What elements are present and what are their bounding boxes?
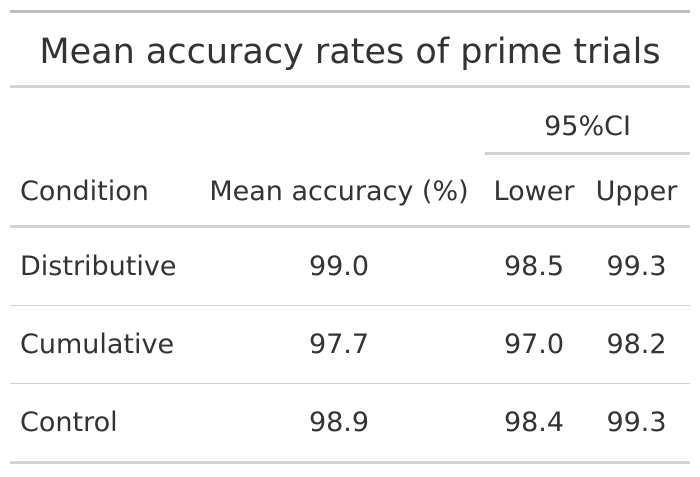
header-upper: Upper: [583, 157, 691, 228]
cell-condition: Control: [10, 383, 193, 464]
cell-upper: 99.3: [583, 383, 691, 464]
cell-lower: 98.4: [485, 383, 583, 464]
header-lower: Lower: [485, 157, 583, 228]
cell-upper: 98.2: [583, 305, 691, 384]
top-rule: [10, 10, 690, 13]
cell-lower: 98.5: [485, 226, 583, 306]
header-condition: Condition: [10, 157, 193, 228]
table-row: Cumulative 97.7 97.0 98.2: [10, 305, 691, 384]
column-header-row: Condition Mean accuracy (%) Lower Upper: [10, 157, 691, 228]
cell-lower: 97.0: [485, 305, 583, 384]
cell-mean: 98.9: [193, 383, 485, 464]
cell-upper: 99.3: [583, 226, 691, 306]
cell-mean: 99.0: [193, 226, 485, 306]
cell-condition: Distributive: [10, 226, 193, 306]
table-container: Mean accuracy rates of prime trials 95%C…: [10, 10, 691, 464]
ci-spanner-label: 95%CI: [485, 111, 691, 155]
cell-condition: Cumulative: [10, 305, 193, 384]
accuracy-table: 95%CI Condition Mean accuracy (%) Lower …: [10, 88, 691, 464]
table-row: Distributive 99.0 98.5 99.3: [10, 226, 691, 306]
cell-mean: 97.7: [193, 305, 485, 384]
table-row: Control 98.9 98.4 99.3: [10, 383, 691, 464]
header-mean-accuracy: Mean accuracy (%): [193, 157, 485, 228]
ci-spanner: 95%CI: [485, 88, 691, 157]
spanner-row: 95%CI: [10, 88, 691, 157]
table-title: Mean accuracy rates of prime trials: [10, 13, 690, 88]
